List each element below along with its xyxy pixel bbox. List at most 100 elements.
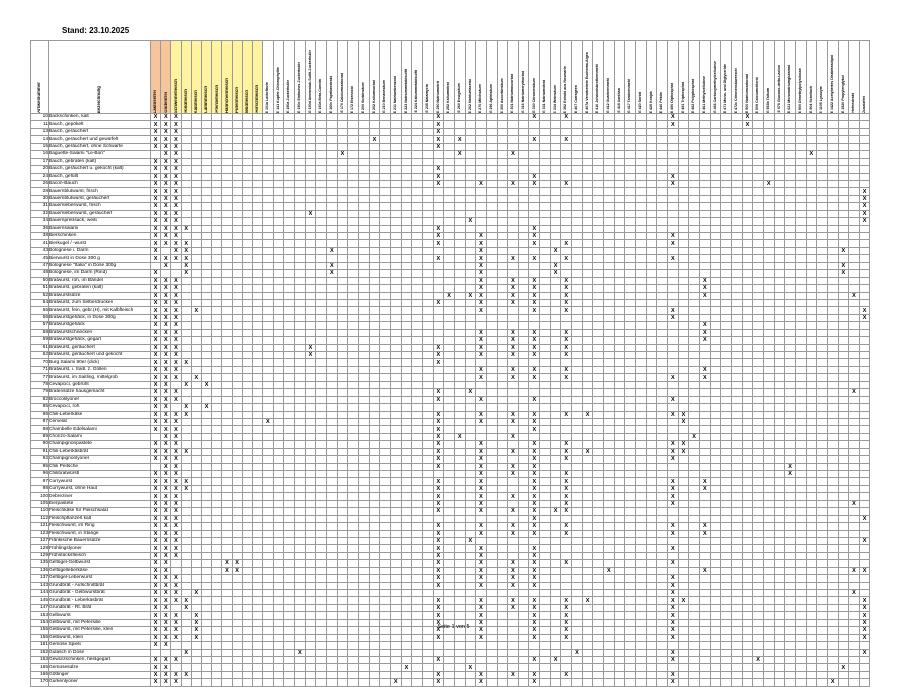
empty-cell <box>784 187 796 196</box>
empty-cell <box>180 284 192 293</box>
empty-cell <box>858 574 871 583</box>
empty-cell <box>752 358 764 367</box>
empty-cell <box>507 536 519 546</box>
empty-cell <box>368 425 381 434</box>
empty-cell <box>241 112 253 122</box>
empty-cell <box>848 477 860 486</box>
empty-cell <box>231 484 243 494</box>
empty-cell <box>517 588 530 598</box>
additive-mark: X <box>667 254 679 263</box>
empty-cell <box>283 179 296 189</box>
empty-cell <box>283 574 296 583</box>
empty-cell <box>741 254 754 263</box>
empty-cell <box>326 224 338 234</box>
empty-cell <box>539 380 551 390</box>
empty-cell <box>592 284 605 293</box>
empty-cell <box>368 157 381 167</box>
empty-cell <box>773 507 786 516</box>
empty-cell <box>389 551 402 561</box>
empty-cell <box>443 276 455 286</box>
empty-cell <box>180 336 192 345</box>
empty-cell <box>741 455 754 464</box>
empty-cell <box>272 358 285 367</box>
empty-cell <box>709 239 722 248</box>
empty-cell <box>816 507 828 516</box>
empty-cell <box>549 343 562 353</box>
empty-cell <box>294 522 306 531</box>
empty-cell <box>190 328 202 338</box>
empty-cell <box>837 581 850 591</box>
empty-cell <box>400 358 413 367</box>
empty-cell <box>698 551 711 561</box>
empty-cell <box>453 395 466 405</box>
attribute-mark: X <box>160 529 172 538</box>
attribute-mark: X <box>160 150 172 159</box>
empty-cell <box>752 112 764 122</box>
empty-cell <box>221 455 233 464</box>
empty-cell <box>389 529 402 538</box>
additive-mark: X <box>560 112 573 122</box>
empty-cell <box>357 261 370 271</box>
article-number: 55 <box>30 306 49 315</box>
empty-cell <box>688 350 700 360</box>
empty-cell <box>357 127 370 137</box>
col-header-additive: Hefeextrakt <box>848 40 860 114</box>
table-row: 77 Bratwurst, im Saitling, mittelgrob X X X X… <box>30 373 871 382</box>
empty-cell <box>411 432 423 442</box>
empty-cell <box>741 365 754 375</box>
empty-cell <box>485 254 498 263</box>
empty-cell <box>720 365 732 375</box>
empty-cell <box>581 328 594 338</box>
empty-cell <box>283 224 296 234</box>
additive-mark: X <box>528 179 541 189</box>
empty-cell <box>539 395 551 405</box>
empty-cell <box>283 306 296 315</box>
empty-cell <box>221 403 233 412</box>
empty-cell <box>571 328 583 338</box>
empty-cell <box>603 269 615 278</box>
empty-cell <box>453 298 466 308</box>
empty-cell <box>379 135 391 144</box>
empty-cell <box>805 313 818 323</box>
empty-cell <box>272 276 285 286</box>
empty-cell <box>357 187 370 196</box>
table-row: 70 Burg Salami 90er (dick) X X X X X <box>30 358 871 367</box>
empty-cell <box>421 380 434 390</box>
additive-mark: X <box>475 559 487 568</box>
empty-cell <box>347 187 359 196</box>
empty-cell <box>357 373 370 382</box>
empty-cell <box>752 306 764 315</box>
empty-cell <box>272 596 285 605</box>
empty-cell <box>677 261 690 271</box>
empty-cell <box>816 328 828 338</box>
empty-cell <box>709 358 722 367</box>
empty-cell <box>368 388 381 397</box>
empty-cell <box>826 165 839 174</box>
article-number: 89 <box>30 432 49 442</box>
empty-cell <box>613 499 626 509</box>
empty-cell <box>603 551 615 561</box>
empty-cell <box>837 529 850 538</box>
attribute-mark: X <box>160 492 172 501</box>
empty-cell <box>656 269 668 278</box>
empty-cell <box>315 455 327 464</box>
empty-cell <box>816 298 828 308</box>
empty-cell <box>539 425 551 434</box>
empty-cell <box>507 194 519 204</box>
empty-cell <box>464 380 477 390</box>
empty-cell <box>752 150 764 159</box>
empty-cell <box>200 522 213 531</box>
empty-cell <box>400 321 413 330</box>
empty-cell <box>826 566 839 576</box>
empty-cell <box>283 261 296 271</box>
empty-cell <box>709 440 722 449</box>
empty-cell <box>560 536 573 546</box>
empty-cell <box>496 239 509 248</box>
empty-cell <box>262 120 274 129</box>
empty-cell <box>200 343 213 353</box>
empty-cell <box>571 522 583 531</box>
empty-cell <box>464 574 477 583</box>
empty-cell <box>315 440 327 449</box>
additive-mark: X <box>507 603 519 613</box>
empty-cell <box>453 388 466 397</box>
